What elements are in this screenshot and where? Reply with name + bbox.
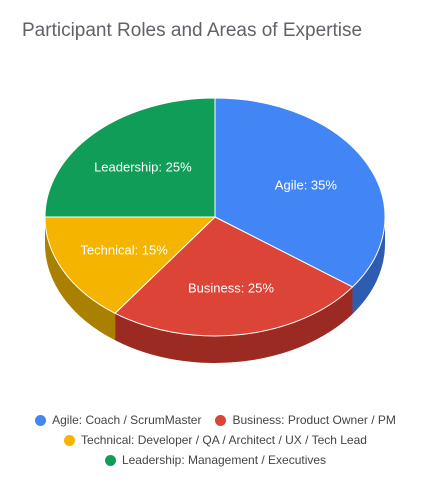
legend-swatch-technical — [64, 434, 76, 446]
chart-title: Participant Roles and Areas of Expertise — [22, 20, 363, 41]
legend-item-leadership[interactable]: Leadership: Management / Executives — [104, 453, 327, 467]
pie-label-technical: Technical: 15% — [80, 242, 168, 257]
pie-slice-technical[interactable] — [44, 216, 217, 314]
pie-label-agile: Agile: 35% — [275, 178, 338, 193]
legend-item-agile[interactable]: Agile: Coach / ScrumMaster — [35, 413, 201, 427]
pie-tops — [44, 97, 386, 337]
legend-label-agile: Agile: Coach / ScrumMaster — [52, 413, 202, 427]
legend-row-2: Technical: Developer / QA / Architect / … — [0, 430, 431, 450]
legend-swatch-agile — [35, 414, 47, 426]
pie-slice-business[interactable] — [114, 216, 354, 337]
legend-label-technical: Technical: Developer / QA / Architect / … — [81, 433, 367, 447]
pie-slice-agile[interactable] — [214, 97, 386, 288]
pie-label-leadership: Leadership: 25% — [94, 160, 192, 175]
legend-row-1: Agile: Coach / ScrumMaster Business: Pro… — [0, 410, 431, 430]
pie-chart: Agile: 35% Business: 25% Technical: 15% Lea… — [44, 97, 386, 363]
pie-label-business: Business: 25% — [188, 281, 274, 296]
legend-label-leadership: Leadership: Management / Executives — [121, 453, 327, 467]
pie-slice-leadership[interactable] — [44, 97, 216, 218]
pie-side-business — [115, 286, 353, 363]
pie-side-technical — [45, 217, 116, 341]
pie-labels: Agile: 35% Business: 25% Technical: 15% Lea… — [80, 160, 337, 296]
legend: Agile: Coach / ScrumMaster Business: Pro… — [0, 410, 431, 470]
legend-row-3: Leadership: Management / Executives — [0, 450, 431, 470]
legend-swatch-leadership — [104, 454, 116, 466]
legend-item-technical[interactable]: Technical: Developer / QA / Architect / … — [64, 433, 367, 447]
legend-item-business[interactable]: Business: Product Owner / PM — [215, 413, 396, 427]
pie-side-agile — [352, 217, 386, 314]
pie-sides — [45, 217, 386, 363]
legend-swatch-business — [215, 414, 227, 426]
legend-label-business: Business: Product Owner / PM — [232, 413, 396, 427]
